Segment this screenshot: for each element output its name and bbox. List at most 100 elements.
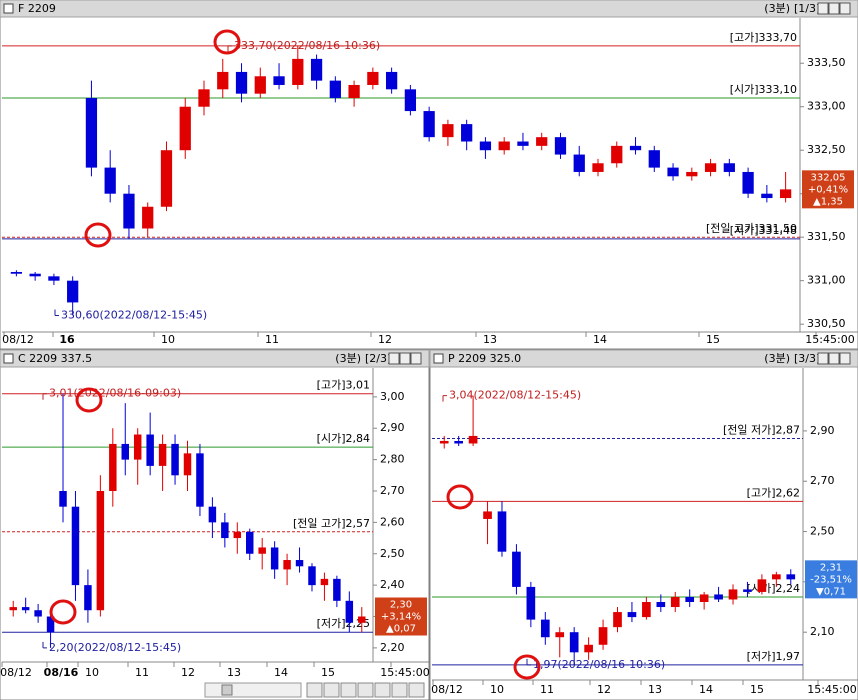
annotation-marker: [526, 658, 531, 666]
window-button[interactable]: [839, 352, 851, 365]
annotation: 333,70(2022/08/16-10:36): [234, 39, 380, 52]
y-tick-label: 2,90: [810, 424, 835, 437]
candle-body: [121, 443, 129, 460]
toolbar-button[interactable]: [357, 682, 374, 698]
window-button[interactable]: [828, 2, 840, 15]
y-tick-label: 3,00: [380, 390, 405, 403]
candle-body: [246, 531, 254, 554]
candle-body: [714, 594, 723, 600]
candle-body: [704, 163, 717, 172]
candle-body: [385, 71, 398, 90]
window-button[interactable]: [388, 352, 400, 365]
candle-body: [526, 586, 536, 620]
toolbar-button[interactable]: [391, 682, 408, 698]
panel-icon: [3, 353, 14, 364]
candle-body: [667, 167, 679, 177]
candle-body: [160, 150, 173, 207]
y-tick-label: 2,60: [380, 515, 405, 528]
candle-body: [779, 189, 792, 199]
candle-body: [642, 602, 651, 618]
toolbar-button[interactable]: [323, 682, 340, 698]
candle-body: [656, 602, 666, 608]
candle-body: [555, 632, 565, 638]
reference-label: [저가]2,25: [317, 617, 370, 630]
candle-body: [512, 551, 521, 587]
candle-body: [404, 89, 417, 112]
x-tick-label: 11: [135, 666, 149, 679]
x-tick-label: 10: [490, 683, 504, 696]
annotation: 3,04(2022/08/12-15:45): [449, 389, 581, 402]
candle-body: [109, 443, 117, 491]
change: ▲1,35: [813, 196, 843, 207]
reference-label: [저가]1,97: [747, 650, 800, 663]
x-tick-label: 10: [85, 666, 99, 679]
y-tick-label: 2,40: [380, 578, 405, 591]
x-tick-label: 11: [265, 333, 279, 346]
title-bar: [0, 0, 858, 18]
y-tick-label: 333,50: [807, 56, 846, 69]
interval: (3분): [335, 352, 361, 365]
candle-body: [454, 440, 463, 444]
reference-label: [전일 고가]331,50: [706, 221, 797, 235]
candle-body: [320, 578, 329, 586]
window-button[interactable]: [817, 352, 829, 365]
candle-body: [254, 76, 266, 94]
price-box: [802, 170, 854, 209]
page-index: [1/3]: [794, 2, 820, 15]
candle-body: [367, 71, 379, 85]
panel-icon: [3, 3, 14, 14]
candle-body: [333, 578, 341, 601]
x-tick-label: 15: [706, 333, 720, 346]
highlight-circle: [446, 484, 474, 510]
y-tick-label: 331,50: [807, 230, 846, 243]
annotation-marker: [442, 395, 447, 402]
x-tick-label: 15: [750, 683, 764, 696]
window-button[interactable]: [817, 2, 829, 15]
change-percent: +3,14%: [381, 612, 421, 623]
candle-body: [772, 574, 781, 580]
candle-body: [292, 58, 304, 85]
page-index: [3/3]: [794, 352, 820, 365]
change: ▼0,71: [816, 586, 846, 597]
candle-body: [517, 141, 529, 146]
window-button[interactable]: [399, 352, 411, 365]
toolbar-button[interactable]: [306, 682, 323, 698]
highlight-circle: [213, 29, 241, 55]
page-index: [2/3]: [365, 352, 391, 365]
candle-body: [629, 145, 642, 151]
candle-body: [295, 560, 304, 567]
candle-body: [442, 124, 454, 138]
candle-body: [59, 490, 67, 507]
candle-body: [71, 506, 80, 586]
x-tick-label: 13: [483, 333, 497, 346]
candle-body: [85, 98, 98, 168]
highlight-circle: [84, 222, 112, 248]
toolbar-button[interactable]: [408, 682, 425, 698]
panel: [0, 0, 858, 350]
toolbar-button[interactable]: [340, 682, 357, 698]
x-tick-label: 08/16: [44, 666, 79, 679]
candle-body: [786, 574, 796, 580]
candle-body: [329, 80, 341, 99]
y-tick-label: 332,50: [807, 143, 846, 156]
candle-body: [133, 434, 142, 460]
price-box: [805, 560, 857, 599]
x-tick-label: 08/12: [431, 683, 463, 696]
window-button[interactable]: [839, 2, 851, 15]
scroll-thumb[interactable]: [221, 684, 233, 696]
candle-body: [84, 585, 92, 611]
annotation-marker: [227, 45, 232, 52]
candle-body: [728, 589, 738, 600]
window-button[interactable]: [828, 352, 840, 365]
x-tick-label: 12: [597, 683, 611, 696]
reference-label: [시가]2,24: [747, 582, 800, 595]
reference-label: [전일 저가]2,87: [723, 422, 800, 436]
candle-body: [540, 619, 550, 638]
reference-label: [고가]3,01: [317, 379, 370, 392]
candle-body: [613, 612, 622, 628]
y-tick-label: 2,90: [380, 421, 405, 434]
annotation: 1,97(2022/08/16-10:36): [533, 658, 665, 671]
toolbar-button[interactable]: [374, 682, 391, 698]
scroll-bar[interactable]: [204, 682, 302, 698]
window-button[interactable]: [410, 352, 422, 365]
